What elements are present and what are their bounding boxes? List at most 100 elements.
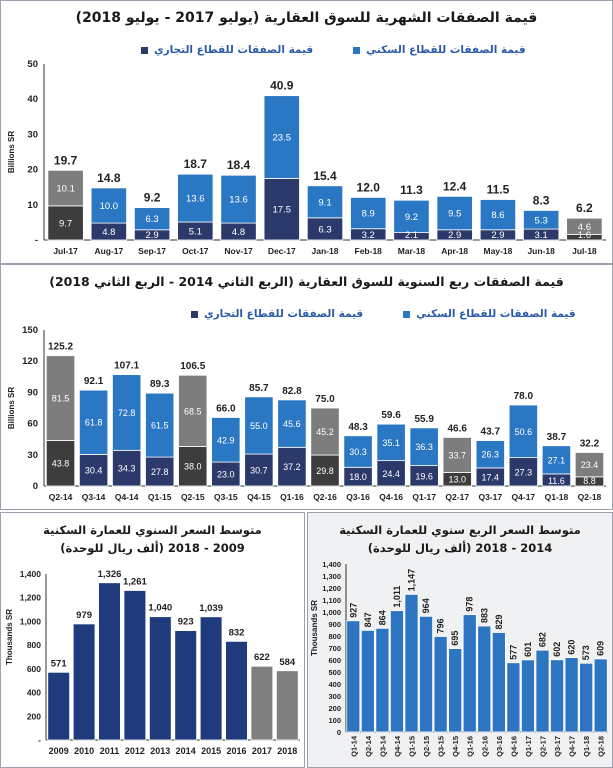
- bar: [520, 659, 535, 733]
- bar-residential-value: 81.5: [52, 394, 70, 404]
- bar: [506, 662, 521, 733]
- bar: [433, 636, 448, 733]
- bar-residential-value: 33.7: [448, 450, 466, 460]
- x-tick-label: Oct-17: [182, 246, 209, 256]
- bar-residential-value: 13.6: [186, 194, 205, 205]
- bar-value-label: 602: [552, 642, 562, 657]
- bar: [123, 590, 147, 741]
- x-tick-label: Jul-18: [572, 246, 597, 256]
- bar-commercial-value: 23.0: [217, 470, 235, 480]
- bar-residential: [47, 169, 84, 207]
- bar-total-label: 92.1: [84, 376, 104, 387]
- monthly-chart-svg: - 10 20 30 40 50 Billions SR 9.7 10.1 19.7 Jul-17 4…: [7, 59, 606, 256]
- monthly-legend: قيمة الصفقات للقطاع التجاري قيمة الصفقات…: [141, 44, 526, 56]
- monthly-chart-panel: قيمة الصفقات الشهرية للسوق العقارية (يول…: [0, 0, 613, 264]
- x-tick-label: Dec-17: [268, 246, 296, 256]
- bar: [448, 648, 463, 733]
- quarterly-chart-panel: قيمة الصفقات ربع السنوية للسوق العقارية …: [0, 264, 613, 510]
- x-tick-label: 2012: [125, 746, 145, 756]
- bar: [199, 616, 223, 741]
- x-tick-label: Q4-16: [509, 736, 518, 757]
- bar-residential-value: 8.6: [491, 210, 504, 221]
- bar: [389, 610, 404, 733]
- legend-residential-swatch: [403, 310, 411, 318]
- quarterly-price-title: متوسط السعر الربع سنوي للعمارة السكنية: [339, 523, 581, 537]
- y-axis-label: Billions SR: [7, 387, 16, 429]
- y-tick-label: 1,200: [20, 593, 42, 603]
- y-tick-label: 1,100: [322, 596, 341, 605]
- bar-residential-value: 9.2: [405, 212, 418, 223]
- x-tick-label: Q1-15: [148, 492, 172, 502]
- bar-residential: [541, 445, 572, 475]
- bar: [535, 649, 550, 733]
- bar-commercial-value: 9.7: [59, 218, 72, 229]
- bar-total-label: 11.3: [400, 183, 423, 197]
- legend-commercial-swatch: [191, 310, 198, 318]
- bar-residential-value: 45.2: [316, 427, 334, 437]
- bar-residential: [409, 427, 439, 467]
- bar-commercial-value: 27.8: [151, 467, 169, 477]
- bar-value-label: 573: [581, 645, 591, 660]
- bar-residential: [442, 437, 472, 473]
- x-tick-label: Q4-14: [393, 735, 402, 757]
- bar-residential-value: 9.1: [318, 197, 331, 208]
- bar-residential-value: 5.3: [535, 215, 548, 226]
- bar: [550, 659, 565, 733]
- bar-commercial-value: 34.3: [118, 464, 136, 474]
- bar-total-label: 125.2: [48, 342, 73, 353]
- bar-commercial: [277, 446, 307, 487]
- bar-residential-value: 45.6: [283, 419, 301, 429]
- y-tick-label: 1,300: [322, 572, 341, 581]
- y-tick-label: 0: [33, 481, 38, 492]
- bar-residential-value: 9.5: [448, 209, 461, 220]
- x-tick-label: 2015: [201, 746, 221, 756]
- bar-value-label: 1,039: [199, 603, 223, 614]
- y-axis-label: Thousands SR: [310, 600, 319, 656]
- quarterly-legend: قيمة الصفقات للقطاع التجاري قيمة الصفقات…: [191, 308, 576, 320]
- bar-value-label: 979: [76, 610, 92, 621]
- bar-total-label: 6.2: [576, 201, 593, 215]
- bar-total-label: 14.8: [97, 171, 121, 185]
- bar-value-label: 847: [363, 612, 373, 627]
- bar-total-label: 78.0: [514, 391, 534, 402]
- y-tick-label: 1,000: [20, 616, 42, 626]
- bar-residential-value: 68.5: [184, 406, 202, 416]
- bar-residential-value: 61.8: [85, 418, 103, 428]
- y-tick-label: 120: [22, 356, 38, 367]
- y-tick-label: 30: [27, 450, 38, 461]
- bar: [250, 665, 274, 741]
- bar: [174, 630, 198, 741]
- bar-residential: [112, 374, 142, 451]
- x-tick-label: Nov-17: [224, 246, 253, 256]
- bar-total-label: 11.5: [487, 183, 510, 197]
- bar: [148, 616, 172, 741]
- bar-total-label: 43.7: [481, 427, 501, 438]
- bar-residential: [393, 199, 430, 234]
- x-tick-label: Apr-18: [441, 246, 468, 256]
- bar-value-label: 923: [178, 617, 194, 628]
- bar-commercial-value: 2.1: [405, 230, 418, 241]
- bar-total-label: 8.3: [533, 193, 550, 207]
- bar-residential: [90, 187, 127, 224]
- y-tick-label: 150: [22, 325, 38, 336]
- y-axis-label: Thousands SR: [5, 609, 14, 665]
- bar-value-label: 601: [523, 642, 533, 657]
- x-tick-label: Mar-18: [398, 246, 426, 256]
- y-tick-label: 700: [328, 644, 341, 653]
- bar-residential-value: 6.3: [145, 214, 158, 225]
- bar: [360, 629, 375, 733]
- x-tick-label: Q4-17: [512, 492, 536, 502]
- bar-residential-value: 30.3: [349, 447, 367, 457]
- bar-value-label: 978: [465, 597, 475, 612]
- bar: [275, 670, 299, 741]
- y-tick-label: 300: [328, 692, 341, 701]
- y-axis-label: Billions SR: [7, 131, 16, 173]
- bar-commercial-value: 24.4: [382, 469, 400, 479]
- bar-residential-value: 50.6: [515, 427, 533, 437]
- legend-commercial: قيمة الصفقات للقطاع التجاري: [141, 44, 313, 56]
- bar-commercial-value: 3.2: [362, 230, 375, 241]
- bar-commercial-value: 19.6: [415, 471, 433, 481]
- x-tick-label: 2014: [176, 746, 196, 756]
- bar-value-label: 620: [567, 640, 577, 655]
- y-tick-label: 400: [27, 688, 41, 698]
